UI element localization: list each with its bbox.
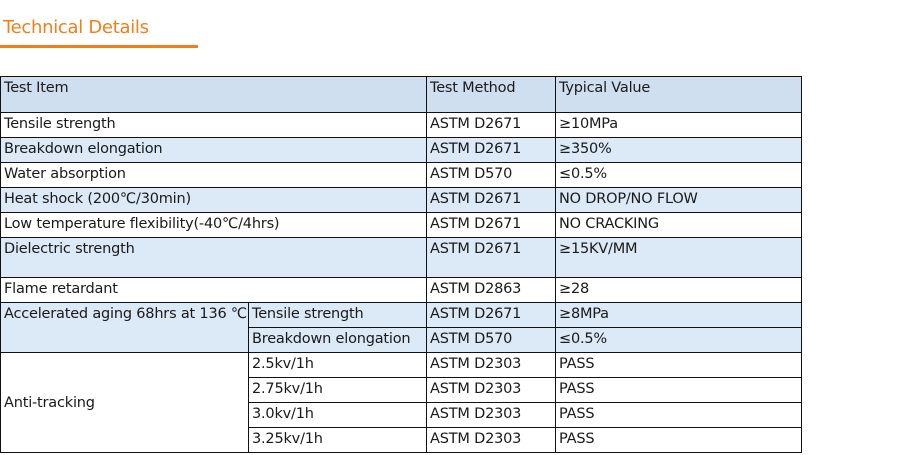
table-row: Heat shock (200℃/30min) ASTM D2671 NO DR… <box>0 187 802 213</box>
cell-method: ASTM D2303 <box>426 352 556 378</box>
cell-value: PASS <box>555 352 802 378</box>
cell-item: Dielectric strength <box>0 237 427 278</box>
cell-value: ≤0.5% <box>555 327 802 353</box>
header-test-item: Test Item <box>0 76 427 113</box>
table-row: Water absorption ASTM D570 ≤0.5% <box>0 162 802 188</box>
cell-sub-item: 3.25kv/1h <box>248 427 427 453</box>
cell-sub-item: 2.5kv/1h <box>248 352 427 378</box>
cell-value: ≥10MPa <box>555 112 802 138</box>
cell-value: NO CRACKING <box>555 212 802 238</box>
cell-value: PASS <box>555 402 802 428</box>
cell-item: Flame retardant <box>0 277 427 303</box>
cell-value: NO DROP/NO FLOW <box>555 187 802 213</box>
table-header-row: Test Item Test Method Typical Value <box>0 76 802 113</box>
cell-method: ASTM D2303 <box>426 427 556 453</box>
cell-item: Tensile strength <box>0 112 427 138</box>
cell-method: ASTM D570 <box>426 162 556 188</box>
cell-tracking-label: Anti-tracking <box>0 352 249 453</box>
cell-item: Breakdown elongation <box>0 137 427 163</box>
table-row: Low temperature flexibility(-40℃/4hrs) A… <box>0 212 802 238</box>
cell-method: ASTM D2671 <box>426 302 556 328</box>
table-row: 2.75kv/1h ASTM D2303 PASS <box>1 377 802 403</box>
cell-method: ASTM D2671 <box>426 212 556 238</box>
cell-method: ASTM D570 <box>426 327 556 353</box>
cell-value: PASS <box>555 427 802 453</box>
cell-item: Low temperature flexibility(-40℃/4hrs) <box>0 212 427 238</box>
cell-sub-item: 3.0kv/1h <box>248 402 427 428</box>
cell-method: ASTM D2863 <box>426 277 556 303</box>
cell-sub-item: 2.75kv/1h <box>248 377 427 403</box>
table-row: Breakdown elongation ASTM D570 ≤0.5% <box>1 327 802 353</box>
cell-item: Water absorption <box>0 162 427 188</box>
cell-method: ASTM D2671 <box>426 112 556 138</box>
table-row: Breakdown elongation ASTM D2671 ≥350% <box>0 137 802 163</box>
header-test-method: Test Method <box>426 76 556 113</box>
table-row: 3.25kv/1h ASTM D2303 PASS <box>1 427 802 453</box>
cell-method: ASTM D2671 <box>426 187 556 213</box>
cell-value: ≥28 <box>555 277 802 303</box>
table-row: Tensile strength ASTM D2671 ≥10MPa <box>0 112 802 138</box>
title-underline <box>0 45 198 48</box>
cell-method: ASTM D2671 <box>426 237 556 278</box>
technical-details-table: Test Item Test Method Typical Value Tens… <box>0 76 802 453</box>
cell-value: ≤0.5% <box>555 162 802 188</box>
table-row: 3.0kv/1h ASTM D2303 PASS <box>1 402 802 428</box>
table-row: Flame retardant ASTM D2863 ≥28 <box>0 277 802 303</box>
cell-value: ≥350% <box>555 137 802 163</box>
cell-sub-item: Tensile strength <box>248 302 427 328</box>
table-row: Dielectric strength ASTM D2671 ≥15KV/MM <box>0 237 802 278</box>
table-row: Anti-tracking 2.5kv/1h ASTM D2303 PASS <box>0 352 802 453</box>
cell-item: Heat shock (200℃/30min) <box>0 187 427 213</box>
cell-value: PASS <box>555 377 802 403</box>
cell-method: ASTM D2303 <box>426 377 556 403</box>
cell-aging-label: Accelerated aging 68hrs at 136 ℃ <box>0 302 249 353</box>
cell-value: ≥15KV/MM <box>555 237 802 278</box>
cell-method: ASTM D2303 <box>426 402 556 428</box>
page-title: Technical Details <box>3 17 149 38</box>
cell-value: ≥8MPa <box>555 302 802 328</box>
cell-sub-item: Breakdown elongation <box>248 327 427 353</box>
cell-method: ASTM D2671 <box>426 137 556 163</box>
header-typical-value: Typical Value <box>555 76 802 113</box>
table-row: Accelerated aging 68hrs at 136 ℃ Tensile… <box>0 302 802 353</box>
